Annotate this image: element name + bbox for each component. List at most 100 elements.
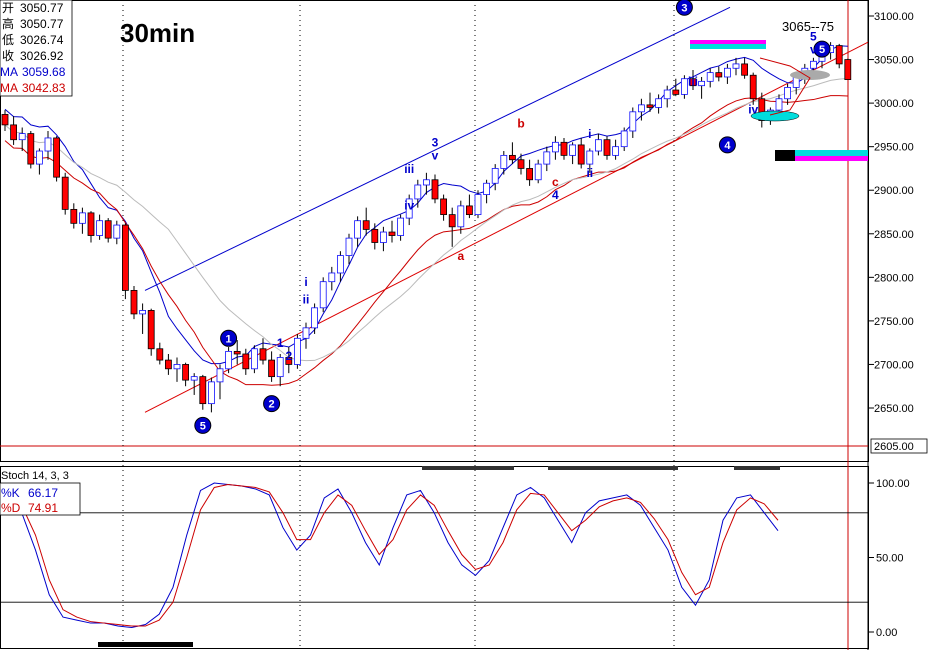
stoch-d-line — [7, 483, 779, 627]
wave-label: a — [457, 249, 464, 263]
stoch-tick-label: 0.00 — [876, 627, 897, 639]
wave-label: v — [810, 42, 817, 56]
candle-body — [517, 159, 525, 169]
candle-body — [302, 327, 310, 339]
candle-body — [27, 133, 35, 165]
wave-label: 1 — [277, 336, 284, 350]
candle-body — [483, 182, 491, 195]
candle-body — [130, 289, 138, 315]
candle-body — [491, 168, 499, 184]
candle-body — [182, 364, 190, 381]
candle-body — [749, 74, 757, 100]
candle-body — [207, 381, 215, 405]
candle-body — [741, 63, 748, 76]
candle-body — [70, 208, 78, 224]
wave-label: 3 — [432, 136, 439, 150]
projection-ellipse-cyan — [750, 110, 800, 122]
projection-path — [759, 57, 811, 116]
candle-body — [732, 63, 740, 69]
stoch-tick-label: 50.00 — [876, 553, 904, 565]
candle-body — [465, 205, 473, 216]
candle-body — [147, 310, 155, 350]
channel-upper-line — [144, 6, 731, 291]
candle-body — [96, 220, 103, 236]
candle-body — [835, 45, 843, 65]
candle-body — [457, 205, 465, 228]
candle-body — [53, 137, 60, 178]
low-value: 3026.74 — [20, 33, 64, 47]
cursor-price: 2605.00 — [874, 441, 914, 453]
candle-body — [79, 212, 86, 224]
candle-body — [655, 98, 662, 108]
wave-label: i — [304, 275, 307, 289]
wave-circle-label: 3 — [681, 2, 687, 14]
time-bar-3 — [734, 466, 780, 470]
close-label: 收 — [2, 49, 14, 63]
candle-body — [698, 80, 705, 87]
chart-title: 30min — [120, 18, 195, 48]
price-tick-label: 3000.00 — [874, 98, 914, 110]
target-note: 3065--75 — [782, 19, 834, 34]
candle-body — [543, 151, 551, 165]
zone-bar-cyan — [775, 150, 868, 156]
wave-label: 5 — [810, 29, 817, 43]
wave-circle — [194, 416, 212, 434]
zone-bar-black — [775, 150, 795, 161]
candle-body — [285, 357, 293, 365]
candle-body — [500, 154, 508, 169]
target-bar-magenta — [690, 40, 766, 44]
candle-body — [345, 237, 353, 256]
high-value: 3050.77 — [20, 17, 64, 31]
candle-body — [758, 98, 766, 121]
candle-body — [586, 150, 594, 165]
candle-body — [293, 337, 301, 365]
wave-label: iv — [404, 198, 414, 212]
candle-body — [552, 141, 559, 153]
candle-body — [775, 98, 783, 111]
candle-body — [173, 364, 181, 370]
low-label: 低 — [2, 33, 14, 47]
candle-body — [629, 111, 637, 132]
stoch-legend-box — [0, 482, 81, 516]
time-bar-2 — [548, 466, 678, 470]
wave-label: i — [588, 127, 591, 141]
wave-label: iv — [748, 103, 758, 117]
candle-body — [715, 72, 723, 78]
candle-body — [44, 137, 52, 152]
wave-label: c — [552, 175, 559, 189]
candle-body — [113, 224, 121, 239]
wave-circle — [220, 329, 238, 347]
open-value: 3050.77 — [20, 1, 64, 15]
candle-body — [362, 220, 370, 230]
candle-body — [448, 214, 456, 228]
candle-body — [422, 179, 430, 186]
target-bar-cyan — [690, 44, 766, 49]
candle-body — [328, 272, 336, 283]
price-tick-label: 2850.00 — [874, 229, 914, 241]
wave-circle-label: 5 — [200, 420, 206, 432]
candle-body — [620, 130, 628, 148]
candle-body — [603, 139, 611, 156]
candle-body — [569, 144, 576, 156]
candle-body — [268, 359, 276, 378]
wave-label: iii — [688, 75, 698, 89]
candle-body — [311, 307, 319, 329]
wave-label: ii — [586, 166, 593, 180]
candle-body — [526, 168, 533, 181]
d-value: 74.91 — [28, 501, 58, 515]
price-panel-frame — [0, 0, 869, 462]
stoch-title: Stoch 14, 3, 3 — [1, 470, 69, 482]
price-tick-label: 2800.00 — [874, 272, 914, 284]
candle-body — [371, 229, 379, 243]
candle-body — [810, 60, 817, 69]
ma2-label: MA — [0, 81, 18, 95]
price-tick-label: 3050.00 — [874, 55, 914, 67]
wave-label: iii — [404, 162, 414, 176]
ma-slow-line — [4, 95, 848, 386]
candle-body — [784, 87, 791, 100]
candle-body — [560, 141, 568, 156]
candle-body — [242, 353, 250, 370]
